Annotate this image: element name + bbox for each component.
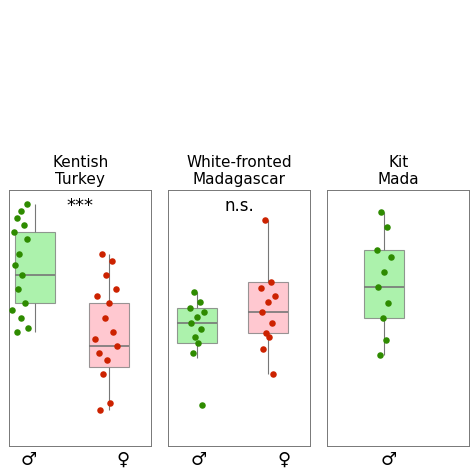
Point: [387, 254, 395, 261]
Point: [10, 228, 18, 236]
Point: [379, 314, 386, 321]
Point: [101, 314, 109, 321]
Point: [23, 200, 30, 208]
Point: [270, 370, 277, 378]
Point: [107, 399, 114, 407]
Point: [268, 319, 276, 327]
Point: [260, 346, 267, 353]
Bar: [89, 303, 128, 367]
Point: [267, 278, 274, 285]
Point: [258, 309, 266, 316]
Point: [16, 250, 23, 257]
Point: [263, 329, 270, 337]
Point: [380, 269, 388, 276]
Point: [194, 339, 202, 347]
Point: [382, 337, 389, 344]
Point: [17, 207, 25, 215]
Text: ♀: ♀: [117, 451, 130, 469]
Point: [377, 209, 385, 216]
Point: [97, 406, 104, 414]
Point: [102, 271, 110, 279]
Point: [94, 292, 101, 300]
Point: [98, 250, 106, 257]
Point: [373, 246, 381, 254]
Text: n.s.: n.s.: [225, 197, 254, 215]
Point: [200, 309, 208, 316]
Point: [17, 314, 25, 321]
Title: Kit
Mada: Kit Mada: [377, 155, 419, 187]
Point: [13, 328, 20, 336]
Point: [190, 288, 198, 296]
Point: [108, 257, 116, 264]
Point: [14, 285, 22, 293]
Point: [199, 401, 206, 409]
Title: White-fronted
Madagascar: White-fronted Madagascar: [187, 155, 292, 187]
Text: ♂: ♂: [20, 451, 36, 469]
Point: [271, 292, 279, 300]
Point: [112, 285, 120, 293]
Point: [197, 325, 205, 333]
Point: [11, 261, 19, 269]
Point: [376, 351, 383, 359]
Point: [114, 342, 121, 350]
Point: [21, 300, 29, 307]
Point: [95, 349, 103, 357]
Text: ♂: ♂: [381, 451, 397, 469]
Point: [257, 284, 264, 292]
Point: [18, 271, 26, 279]
Point: [189, 350, 196, 357]
Point: [100, 371, 107, 378]
Point: [23, 236, 30, 243]
Point: [384, 299, 392, 306]
Point: [20, 221, 27, 229]
Point: [13, 214, 20, 222]
Point: [374, 283, 382, 291]
Point: [187, 319, 195, 327]
Text: ***: ***: [67, 197, 94, 215]
Point: [383, 223, 391, 231]
Text: ♂: ♂: [191, 451, 207, 469]
Title: Kentish
Turkey: Kentish Turkey: [52, 155, 109, 187]
Point: [24, 324, 32, 331]
Point: [109, 328, 117, 336]
Point: [193, 313, 201, 320]
Point: [265, 333, 273, 341]
Bar: [248, 282, 288, 333]
Point: [264, 299, 272, 306]
Text: ♀: ♀: [278, 451, 291, 469]
Bar: [15, 232, 55, 303]
Point: [261, 217, 269, 224]
Point: [104, 356, 111, 364]
Bar: [177, 309, 217, 343]
Point: [196, 299, 203, 306]
Point: [186, 305, 193, 312]
Point: [9, 307, 16, 314]
Point: [91, 335, 99, 343]
Point: [191, 333, 199, 341]
Point: [105, 300, 113, 307]
Bar: [364, 250, 404, 318]
